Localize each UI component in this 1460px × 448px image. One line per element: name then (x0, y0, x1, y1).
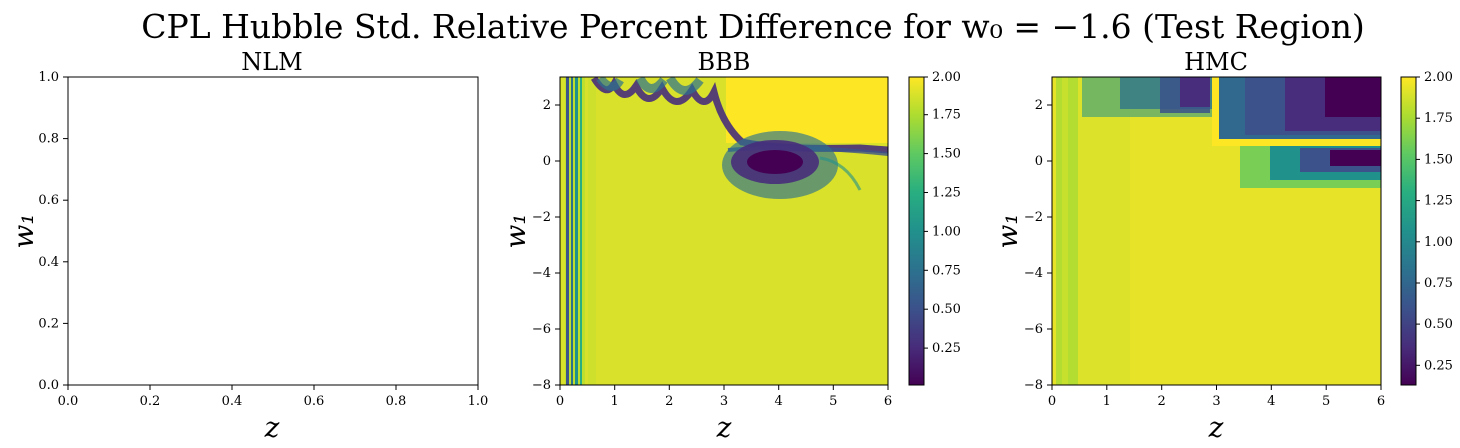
heatmap-stripe (575, 77, 578, 385)
xtick-label: 6 (884, 394, 892, 409)
panel-hmc-xticks: 0 1 2 3 4 5 6 (1048, 385, 1385, 409)
heatmap-ridge-vertical (1212, 77, 1219, 145)
xtick-label: 5 (1322, 394, 1330, 409)
panel-hmc-ylabel: w₁ (991, 213, 1024, 248)
ytick-label: −8 (1024, 378, 1043, 393)
panel-nlm-xticks: 0.0 0.2 0.4 0.6 0.8 1.0 (58, 385, 489, 409)
xtick-label: 5 (829, 394, 837, 409)
cbar-tick-label: 1.00 (932, 224, 961, 239)
cbar-tick-label: 0.50 (932, 302, 961, 317)
heatmap-stripe (1062, 77, 1068, 385)
panel-hmc-xlabel: z (1208, 411, 1224, 444)
xtick-label: 4 (1267, 394, 1275, 409)
heatmap-arc (819, 156, 862, 191)
cbar-tick-label: 1.50 (1424, 152, 1453, 167)
ytick-label: 0.6 (38, 193, 59, 208)
xtick-label: 0.4 (222, 394, 243, 409)
panel-bbb-yticks: −8 −6 −4 −2 0 2 (532, 98, 560, 393)
panel-nlm-yticks: 0.0 0.2 0.4 0.6 0.8 1.0 (38, 70, 68, 393)
figure-suptitle: CPL Hubble Std. Relative Percent Differe… (141, 7, 1365, 46)
heatmap-region (1078, 77, 1130, 385)
cbar-tick-label: 2.00 (932, 70, 961, 85)
panel-bbb-xticks: 0 1 2 3 4 5 6 (556, 385, 892, 409)
colorbar-gradient (1400, 76, 1417, 386)
heatmap-saturated-block (726, 77, 888, 143)
ytick-label: −2 (1024, 210, 1043, 225)
cbar-tick-label: 0.25 (932, 341, 961, 356)
ytick-label: 0 (543, 154, 551, 169)
panel-hmc: HMC (991, 48, 1453, 444)
xtick-label: 0 (556, 394, 564, 409)
xtick-label: 1 (611, 394, 619, 409)
cbar-tick-label: 1.75 (1424, 111, 1453, 126)
heatmap-dark-arc (596, 77, 704, 95)
xtick-label: 0.0 (58, 394, 79, 409)
xtick-label: 0.8 (386, 394, 407, 409)
xtick-label: 4 (775, 394, 783, 409)
ytick-label: −2 (532, 210, 551, 225)
panel-nlm: NLM 0.0 0.2 0.4 0.6 0.8 1.0 0.0 0.2 0.4 (7, 48, 488, 444)
heatmap-dark-region (1330, 150, 1381, 166)
cbar-tick-label: 2.00 (1424, 70, 1453, 85)
ytick-label: −4 (532, 266, 551, 281)
ytick-label: 2 (543, 98, 551, 113)
panel-hmc-title: HMC (1184, 48, 1248, 76)
ytick-label: 0.4 (38, 255, 59, 270)
xtick-label: 3 (720, 394, 728, 409)
heatmap-stripe (580, 77, 582, 385)
panel-bbb-heatmap (560, 77, 888, 385)
xtick-label: 1 (1103, 394, 1111, 409)
cbar-tick-label: 1.25 (1424, 194, 1453, 209)
panel-nlm-axes-frame (67, 76, 479, 386)
ytick-label: 0.2 (38, 316, 59, 331)
xtick-label: 2 (1158, 394, 1166, 409)
xtick-label: 6 (1377, 394, 1385, 409)
panel-bbb: BBB 0 1 (499, 48, 961, 444)
ytick-label: 0.8 (38, 132, 59, 147)
heatmap-lobe (747, 150, 803, 174)
cbar-tick-label: 0.25 (1424, 358, 1453, 373)
cbar-tick-label: 0.50 (1424, 317, 1453, 332)
ytick-label: 0 (1035, 154, 1043, 169)
ytick-label: 1.0 (38, 70, 59, 85)
heatmap-stripe (571, 77, 573, 385)
panel-bbb-title: BBB (698, 48, 751, 76)
cbar-tick-label: 1.75 (932, 108, 961, 123)
xtick-label: 1.0 (468, 394, 489, 409)
cbar-tick-label: 0.75 (932, 263, 961, 278)
heatmap-dark-region (1325, 77, 1381, 117)
heatmap-stripe (566, 77, 569, 385)
ytick-label: −4 (1024, 266, 1043, 281)
panel-nlm-ylabel: w₁ (7, 213, 40, 248)
panel-hmc-colorbar: 0.25 0.50 0.75 1.00 1.25 1.50 1.75 2.00 (1400, 70, 1453, 386)
heatmap-stripe (588, 77, 596, 385)
xtick-label: 2 (665, 394, 673, 409)
xtick-label: 3 (1212, 394, 1220, 409)
panel-hmc-heatmap (1052, 77, 1381, 385)
xtick-label: 0.6 (304, 394, 325, 409)
heatmap-dark-region (1180, 77, 1210, 107)
ytick-label: −6 (532, 322, 551, 337)
xtick-label: 0 (1048, 394, 1056, 409)
ytick-label: −6 (1024, 322, 1043, 337)
ytick-label: 0.0 (38, 378, 59, 393)
panel-bbb-xlabel: z (716, 411, 732, 444)
panel-bbb-colorbar: 0.25 0.50 0.75 1.00 1.25 1.50 1.75 2.00 (908, 70, 961, 386)
panel-nlm-title: NLM (241, 48, 303, 76)
ytick-label: −8 (532, 378, 551, 393)
panel-bbb-ylabel: w₁ (499, 213, 532, 248)
xtick-label: 0.2 (140, 394, 161, 409)
cbar-tick-label: 1.50 (932, 147, 961, 162)
colorbar-gradient (908, 76, 925, 386)
ytick-label: 2 (1035, 98, 1043, 113)
cbar-tick-label: 1.25 (932, 186, 961, 201)
heatmap-ridge-horizontal (1212, 139, 1381, 146)
cbar-tick-label: 1.00 (1424, 235, 1453, 250)
cbar-tick-label: 0.75 (1424, 276, 1453, 291)
panel-nlm-xlabel: z (264, 411, 280, 444)
panel-hmc-yticks: −8 −6 −4 −2 0 2 (1024, 98, 1052, 393)
